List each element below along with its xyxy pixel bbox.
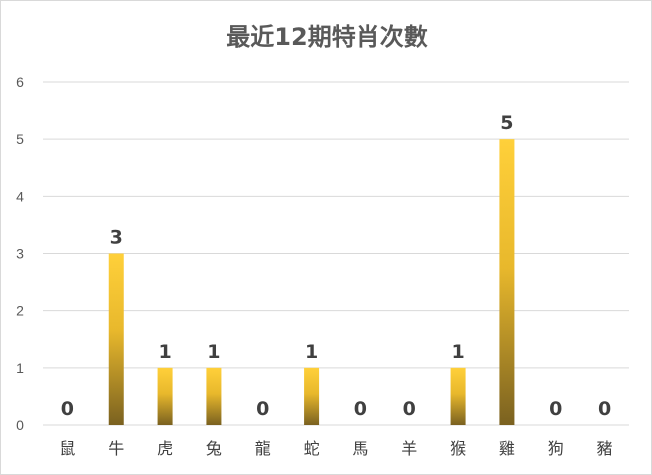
y-tick-label: 3 bbox=[16, 246, 24, 262]
data-label: 0 bbox=[256, 398, 269, 420]
x-category-label: 狗 bbox=[548, 439, 564, 458]
y-tick-label: 1 bbox=[16, 360, 24, 376]
data-label: 1 bbox=[451, 341, 464, 363]
x-category-label: 牛 bbox=[108, 439, 124, 458]
data-label: 0 bbox=[403, 398, 416, 420]
x-category-label: 蛇 bbox=[304, 439, 320, 458]
data-label: 1 bbox=[158, 341, 171, 363]
bar bbox=[157, 367, 173, 425]
y-tick-label: 5 bbox=[16, 131, 24, 147]
data-label: 0 bbox=[354, 398, 367, 420]
bar bbox=[206, 367, 222, 425]
x-category-label: 羊 bbox=[401, 439, 417, 458]
x-category-label: 鼠 bbox=[59, 439, 75, 458]
bar bbox=[304, 367, 320, 425]
bar bbox=[450, 367, 466, 425]
x-category-label: 虎 bbox=[157, 439, 173, 458]
data-label: 0 bbox=[549, 398, 562, 420]
y-tick-label: 4 bbox=[16, 188, 24, 204]
data-label: 1 bbox=[207, 341, 220, 363]
bar bbox=[499, 139, 515, 425]
y-tick-label: 6 bbox=[16, 74, 24, 90]
data-label: 3 bbox=[110, 227, 123, 249]
x-category-label: 兔 bbox=[206, 439, 222, 458]
data-label: 5 bbox=[500, 112, 513, 134]
data-label: 0 bbox=[598, 398, 611, 420]
bar bbox=[108, 253, 124, 425]
x-category-label: 猴 bbox=[450, 439, 466, 458]
data-label: 1 bbox=[305, 341, 318, 363]
data-label: 0 bbox=[61, 398, 74, 420]
x-category-label: 龍 bbox=[255, 439, 271, 458]
y-tick-label: 0 bbox=[16, 417, 24, 433]
x-category-label: 雞 bbox=[499, 439, 515, 458]
chart-title: 最近12期特肖次數 bbox=[226, 23, 427, 51]
x-category-label: 豬 bbox=[597, 439, 613, 458]
x-category-label: 馬 bbox=[352, 439, 368, 458]
y-tick-label: 2 bbox=[16, 303, 24, 319]
